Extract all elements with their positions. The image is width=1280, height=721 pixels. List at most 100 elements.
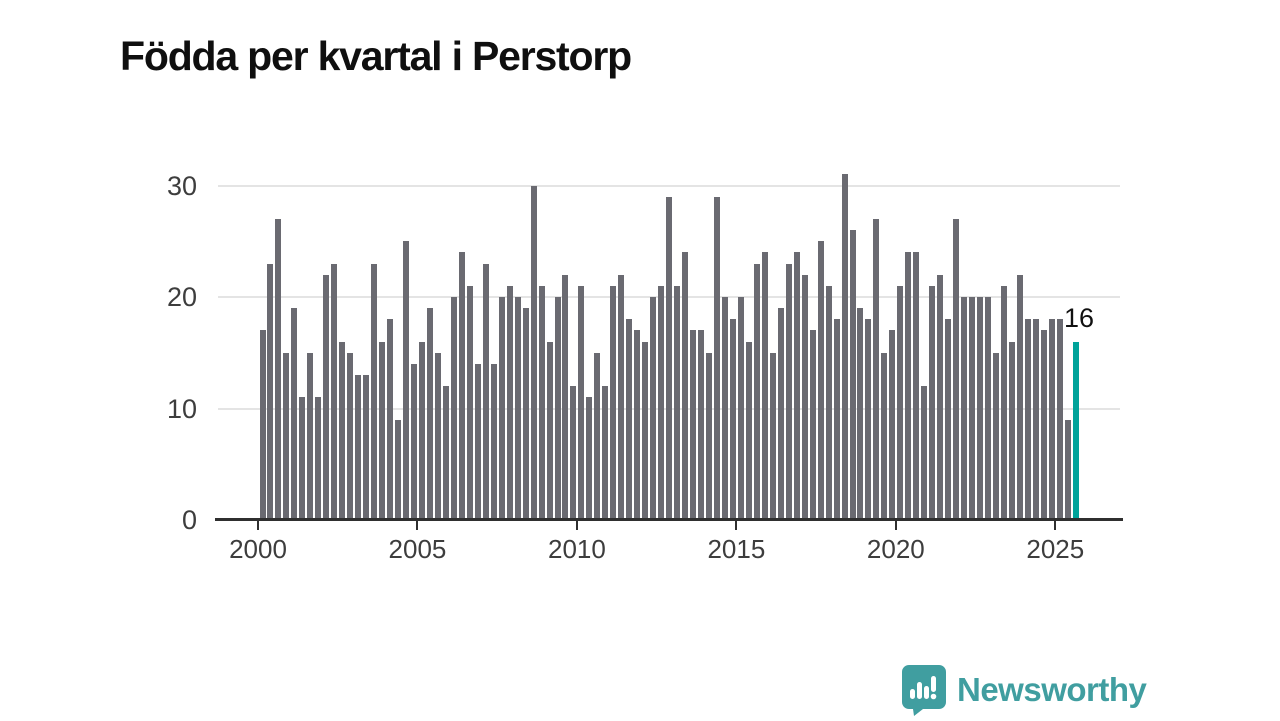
y-tick-label-20: 20 bbox=[166, 282, 197, 312]
bar-quarter bbox=[753, 263, 760, 520]
bar-quarter bbox=[371, 263, 378, 520]
bar-quarter bbox=[355, 375, 362, 520]
bar-quarter bbox=[817, 241, 824, 520]
bar-quarter bbox=[1024, 319, 1031, 520]
bar-quarter bbox=[275, 218, 282, 520]
bar-quarter bbox=[299, 397, 306, 520]
bar-quarter bbox=[690, 330, 697, 520]
bar-quarter bbox=[482, 263, 489, 520]
x-tick-2005 bbox=[416, 521, 419, 530]
bar-quarter bbox=[825, 285, 832, 520]
newsworthy-wordmark: Newsworthy bbox=[957, 671, 1147, 708]
bar-quarter bbox=[570, 386, 577, 520]
bar-quarter bbox=[793, 252, 800, 520]
bar-quarter bbox=[530, 185, 537, 520]
bar-quarter bbox=[977, 297, 984, 520]
bar-quarter bbox=[1032, 319, 1039, 520]
bar-quarter bbox=[522, 308, 529, 520]
bar-quarter bbox=[347, 352, 354, 520]
y-tick-label-30: 30 bbox=[166, 170, 197, 201]
bar-quarter bbox=[961, 297, 968, 520]
bar-quarter bbox=[945, 319, 952, 520]
bar-quarter bbox=[498, 297, 505, 520]
bar-quarter bbox=[769, 352, 776, 520]
bar-quarter bbox=[921, 386, 928, 520]
bar-quarter bbox=[713, 196, 720, 520]
bar-quarter bbox=[729, 319, 736, 520]
bar-quarter bbox=[450, 297, 457, 520]
newsworthy-logo-icon bbox=[901, 664, 947, 716]
bar-quarter bbox=[339, 341, 346, 520]
bar-quarter bbox=[602, 386, 609, 520]
x-tick-2000 bbox=[257, 521, 259, 530]
x-tick-2025 bbox=[1054, 521, 1057, 530]
bar-quarter bbox=[586, 397, 593, 520]
bar-quarter bbox=[315, 397, 322, 520]
bar-quarter bbox=[705, 352, 712, 520]
bar-quarter bbox=[857, 308, 864, 520]
bar-quarter bbox=[674, 285, 681, 520]
bar-quarter bbox=[809, 330, 816, 520]
bar-quarter bbox=[546, 341, 553, 520]
bar-quarter bbox=[785, 263, 792, 520]
bar-quarter bbox=[554, 297, 561, 520]
bar-quarter bbox=[642, 341, 649, 520]
bar-quarter bbox=[474, 363, 481, 520]
bar-quarter bbox=[323, 274, 330, 520]
bar-quarter bbox=[873, 218, 880, 520]
bar-quarter bbox=[849, 230, 856, 520]
bar-quarter bbox=[562, 274, 569, 520]
bar-quarter bbox=[626, 319, 633, 520]
x-tick-label-2020: 2020 bbox=[866, 534, 925, 564]
bar-quarter bbox=[538, 285, 545, 520]
bar-quarter bbox=[634, 330, 641, 520]
bar-quarter bbox=[267, 263, 274, 520]
bar-quarter bbox=[259, 330, 266, 520]
x-tick-label-2010: 2010 bbox=[547, 534, 606, 564]
x-axis-line bbox=[215, 518, 1123, 521]
bar-quarter bbox=[745, 341, 752, 520]
bar-quarter bbox=[1016, 274, 1023, 520]
gridline-30 bbox=[218, 184, 1120, 187]
bar-quarter bbox=[698, 330, 704, 520]
newsworthy-logo: Newsworthy bbox=[901, 664, 1147, 716]
bar-quarter bbox=[434, 352, 441, 520]
bar-quarter bbox=[1040, 330, 1047, 520]
bar-quarter bbox=[387, 319, 394, 520]
bar-quarter bbox=[865, 319, 872, 520]
bar-quarter bbox=[307, 352, 314, 520]
x-tick-label-2015: 2015 bbox=[707, 534, 766, 564]
bar-quarter bbox=[379, 341, 386, 520]
bar-quarter bbox=[889, 330, 896, 520]
bar-quarter bbox=[506, 285, 513, 520]
x-tick-2010 bbox=[575, 521, 578, 530]
bar-quarter bbox=[578, 285, 585, 520]
bar-quarter bbox=[937, 274, 944, 520]
bar-quarter bbox=[682, 252, 689, 520]
bar-quarter bbox=[283, 352, 290, 520]
bar-quarter bbox=[1048, 319, 1055, 520]
latest-value-label: 16 bbox=[1063, 303, 1095, 333]
y-tick-label-0: 0 bbox=[181, 505, 197, 535]
bar-quarter bbox=[721, 297, 728, 520]
bar-quarter bbox=[1000, 285, 1007, 520]
bar-quarter bbox=[442, 386, 449, 520]
bar-quarter bbox=[418, 341, 425, 520]
bar-quarter bbox=[1064, 419, 1071, 520]
bar-quarter bbox=[410, 363, 417, 520]
bar-quarter bbox=[1008, 341, 1015, 520]
bar-quarter bbox=[1056, 319, 1063, 520]
bar-quarter bbox=[618, 274, 625, 520]
bar-quarter bbox=[777, 308, 784, 520]
bar-quarter bbox=[737, 297, 744, 520]
bar-quarter bbox=[458, 252, 465, 520]
bar-quarter bbox=[801, 274, 808, 520]
bar-quarter bbox=[594, 352, 601, 520]
bar-quarter bbox=[761, 252, 768, 520]
bar-quarter bbox=[331, 263, 338, 520]
bar-quarter bbox=[905, 252, 912, 520]
bar-quarter bbox=[650, 297, 657, 520]
bar-quarter bbox=[897, 285, 904, 520]
bar-quarter bbox=[403, 241, 409, 520]
